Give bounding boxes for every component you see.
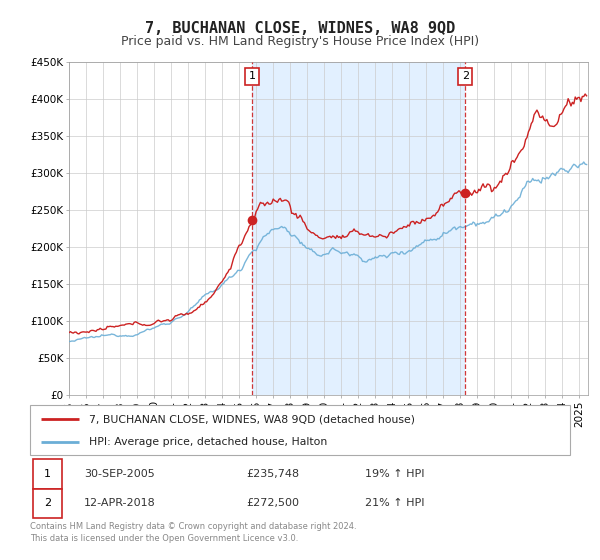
Text: 1: 1 bbox=[248, 72, 256, 81]
Text: £272,500: £272,500 bbox=[246, 498, 299, 508]
Text: Price paid vs. HM Land Registry's House Price Index (HPI): Price paid vs. HM Land Registry's House … bbox=[121, 35, 479, 48]
FancyBboxPatch shape bbox=[30, 405, 570, 455]
FancyBboxPatch shape bbox=[33, 488, 62, 518]
Text: 21% ↑ HPI: 21% ↑ HPI bbox=[365, 498, 424, 508]
Text: 2: 2 bbox=[44, 498, 51, 508]
Text: 7, BUCHANAN CLOSE, WIDNES, WA8 9QD: 7, BUCHANAN CLOSE, WIDNES, WA8 9QD bbox=[145, 21, 455, 36]
Text: 19% ↑ HPI: 19% ↑ HPI bbox=[365, 469, 424, 479]
Text: HPI: Average price, detached house, Halton: HPI: Average price, detached house, Halt… bbox=[89, 437, 328, 447]
Text: 7, BUCHANAN CLOSE, WIDNES, WA8 9QD (detached house): 7, BUCHANAN CLOSE, WIDNES, WA8 9QD (deta… bbox=[89, 414, 415, 424]
Bar bbox=[252, 62, 466, 395]
Text: 1: 1 bbox=[44, 469, 51, 479]
Text: 12-APR-2018: 12-APR-2018 bbox=[84, 498, 156, 508]
Text: Contains HM Land Registry data © Crown copyright and database right 2024.
This d: Contains HM Land Registry data © Crown c… bbox=[30, 522, 356, 543]
Text: £235,748: £235,748 bbox=[246, 469, 299, 479]
FancyBboxPatch shape bbox=[33, 459, 62, 488]
Text: 30-SEP-2005: 30-SEP-2005 bbox=[84, 469, 155, 479]
Text: 2: 2 bbox=[462, 72, 469, 81]
